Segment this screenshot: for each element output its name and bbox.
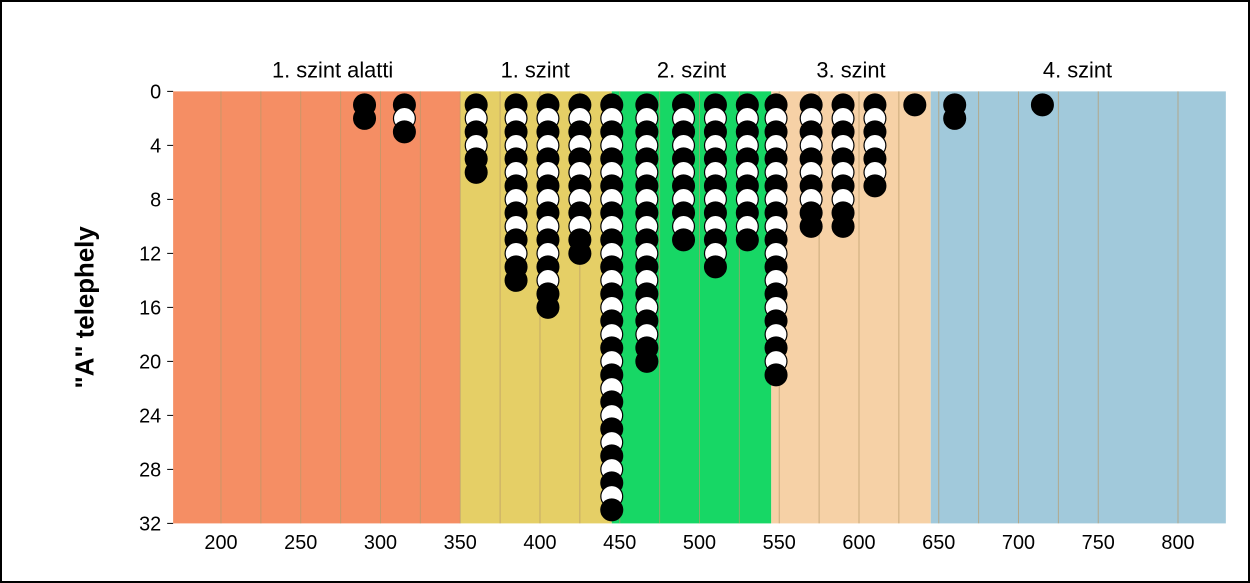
y-axis-title: "A" telephely — [72, 226, 100, 389]
x-tick-label: 700 — [1002, 532, 1035, 554]
data-point — [800, 215, 822, 237]
band-label: 2. szint — [657, 57, 726, 82]
data-point — [673, 229, 695, 251]
x-tick-label: 600 — [842, 532, 875, 554]
y-axis: 0 4 8 12 16 20 24 28 32 — [139, 81, 173, 535]
data-point — [601, 499, 623, 521]
band-label: 3. szint — [816, 57, 885, 82]
x-tick-label: 500 — [683, 532, 716, 554]
data-point — [832, 215, 854, 237]
y-tick-label: 28 — [139, 459, 161, 481]
data-point — [354, 107, 376, 129]
band-label: 1. szint — [501, 57, 570, 82]
x-tick-label: 300 — [364, 532, 397, 554]
data-point — [765, 364, 787, 386]
data-point — [904, 94, 926, 116]
data-point — [1031, 94, 1053, 116]
data-point — [465, 161, 487, 183]
x-tick-label: 200 — [204, 532, 237, 554]
data-point — [705, 256, 727, 278]
x-tick-label: 250 — [284, 532, 317, 554]
chart-svg: 1. szint alatti 1. szint 2. szint 3. szint 4… — [2, 2, 1248, 581]
data-point — [393, 121, 415, 143]
y-tick-label: 16 — [139, 297, 161, 319]
x-tick-label: 550 — [763, 532, 796, 554]
band-labels: 1. szint alatti 1. szint 2. szint 3. szint 4… — [272, 57, 1112, 82]
x-tick-label: 450 — [603, 532, 636, 554]
data-point — [944, 107, 966, 129]
x-tick-label: 650 — [922, 532, 955, 554]
data-point — [736, 229, 758, 251]
data-point — [505, 269, 527, 291]
data-point — [537, 296, 559, 318]
x-tick-label: 800 — [1161, 532, 1194, 554]
x-tick-label: 400 — [523, 532, 556, 554]
band-label: 4. szint — [1043, 57, 1112, 82]
data-point — [636, 350, 658, 372]
data-point — [864, 175, 886, 197]
data-point — [569, 242, 591, 264]
y-tick-label: 20 — [139, 351, 161, 373]
y-tick-label: 12 — [139, 243, 161, 265]
y-tick-label: 32 — [139, 513, 161, 535]
y-tick-label: 24 — [139, 405, 161, 427]
band-label: 1. szint alatti — [272, 57, 393, 82]
band — [173, 91, 460, 523]
chart-frame: 1. szint alatti 1. szint 2. szint 3. szint 4… — [0, 0, 1250, 583]
band — [931, 91, 1226, 523]
x-tick-label: 350 — [444, 532, 477, 554]
x-tick-label: 750 — [1082, 532, 1115, 554]
x-axis: 200 250 300 350 400 450 500 550 600 650 700 750 800 — [204, 532, 1194, 554]
y-tick-label: 4 — [150, 135, 161, 157]
y-tick-label: 8 — [150, 189, 161, 211]
y-tick-label: 0 — [150, 81, 161, 103]
